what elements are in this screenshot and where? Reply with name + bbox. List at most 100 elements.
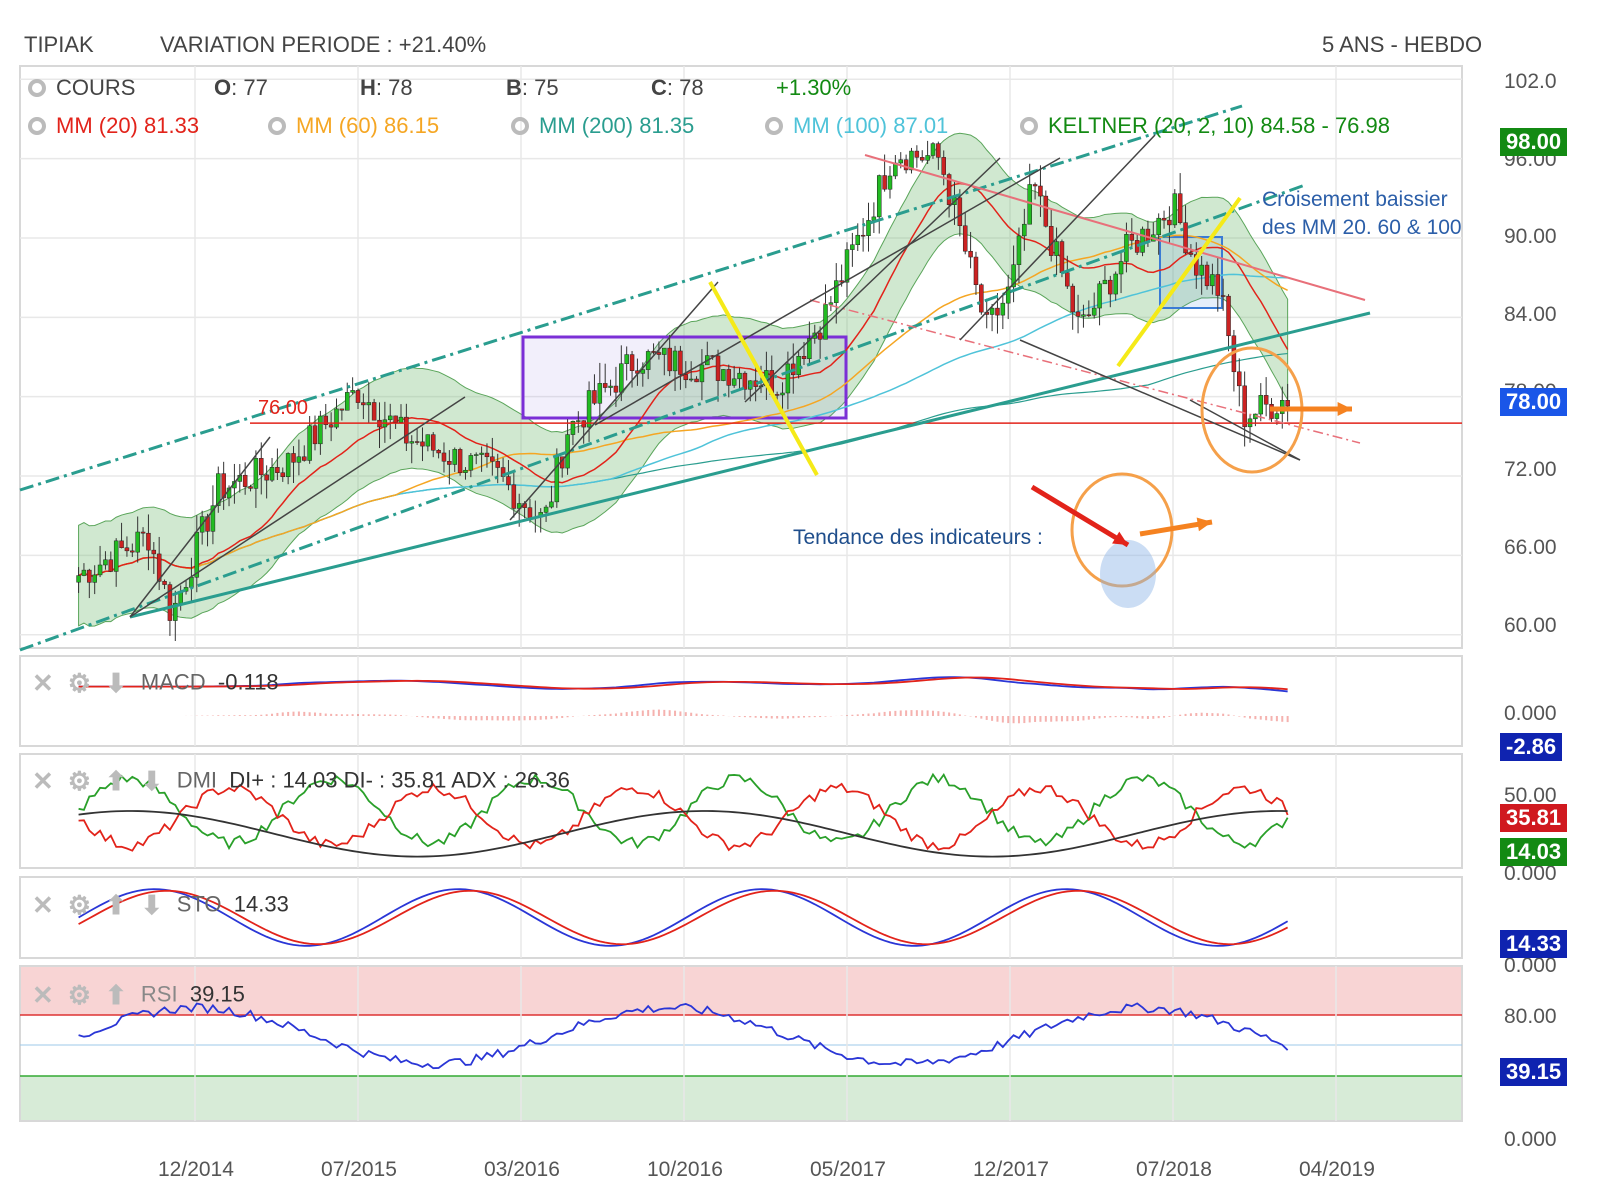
candle (307, 425, 312, 461)
macd-histogram (1163, 716, 1166, 718)
macd-signal-line (78, 676, 1288, 691)
candle (570, 420, 576, 435)
candle (1081, 314, 1086, 317)
candle (1091, 307, 1097, 316)
candle (619, 363, 624, 393)
mm60-legend[interactable]: MM (60) 86.15 (268, 113, 439, 139)
candle (1043, 195, 1049, 227)
macd-histogram (421, 716, 424, 718)
gear-icon[interactable] (28, 117, 46, 135)
macd-histogram (604, 714, 607, 716)
macd-histogram (523, 716, 526, 721)
close-icon[interactable]: ✕ (32, 766, 54, 796)
macd-histogram (738, 716, 741, 717)
macd-panel (19, 655, 1463, 747)
arrow-down-icon[interactable]: ⬇ (140, 890, 163, 920)
candle (97, 564, 103, 576)
candle (355, 390, 361, 403)
candle (866, 220, 871, 237)
candle (1113, 273, 1118, 295)
macd-histogram (614, 713, 617, 716)
macd-histogram (233, 715, 236, 716)
macd-name: MACD (140, 669, 206, 695)
macd-value: -0.118 (217, 669, 279, 695)
mm20-legend[interactable]: MM (20) 81.33 (28, 113, 199, 139)
candle (1210, 274, 1215, 287)
rsi-value: 39.15 (189, 981, 245, 1007)
macd-histogram (717, 715, 720, 716)
close-icon[interactable]: ✕ (32, 890, 54, 920)
x-tick: 05/2017 (810, 1158, 886, 1181)
macd-histogram (674, 710, 677, 716)
candle (834, 280, 839, 303)
macd-histogram (593, 715, 596, 716)
macd-histogram (528, 716, 531, 721)
gear-icon[interactable] (765, 117, 783, 135)
arrow-down-icon[interactable]: ⬇ (105, 668, 127, 698)
macd-histogram (819, 716, 822, 718)
candle (490, 456, 495, 462)
mm100-legend[interactable]: MM (100) 87.01 (765, 113, 948, 139)
macd-histogram (1087, 716, 1090, 720)
macd-histogram (475, 716, 478, 721)
sto-badge: 14.33 (1500, 930, 1568, 958)
close-icon[interactable]: ✕ (32, 980, 54, 1010)
macd-histogram (781, 716, 784, 719)
candle (194, 531, 200, 578)
gear-icon[interactable]: ⚙ (67, 668, 92, 698)
candle (914, 150, 920, 158)
period-selector[interactable]: 5 ANS - HEBDO (1322, 32, 1483, 57)
macd-histogram (921, 710, 924, 716)
sto-tick: 0.000 (1504, 954, 1557, 977)
macd-histogram (910, 710, 913, 716)
gear-icon[interactable] (511, 117, 529, 135)
candle (1124, 234, 1129, 262)
ticker-label: TIPIAK (24, 32, 94, 57)
macd-histogram (1114, 716, 1117, 718)
keltner-legend[interactable]: KELTNER (20, 2, 10) 84.58 - 76.98 (1020, 113, 1390, 139)
candle (1167, 219, 1172, 226)
macd-histogram (1136, 716, 1139, 719)
gear-icon[interactable]: ⚙ (67, 980, 92, 1010)
low-value: B: 75 (506, 75, 559, 100)
macd-tick: 0.000 (1504, 702, 1557, 725)
candle (527, 507, 533, 519)
candle (726, 369, 732, 386)
gear-icon[interactable]: ⚙ (67, 766, 92, 796)
mm200-legend[interactable]: MM (200) 81.35 (511, 113, 694, 139)
arrow-up-icon[interactable]: ⬆ (105, 980, 127, 1010)
gear-icon[interactable] (1020, 117, 1038, 135)
close-icon[interactable]: ✕ (32, 668, 54, 698)
candle (506, 476, 511, 486)
arrow-up-icon[interactable]: ⬆ (105, 766, 127, 796)
trend-line (129, 436, 271, 618)
candle (371, 402, 377, 421)
candle (962, 225, 968, 252)
arrow-up-icon[interactable]: ⬆ (105, 890, 127, 920)
adx-line (78, 810, 1288, 858)
candle (694, 378, 699, 383)
macd-histogram (244, 715, 247, 716)
cours-legend[interactable]: COURS (28, 75, 135, 101)
candle (608, 385, 613, 388)
macd-histogram (1012, 716, 1015, 724)
gear-icon[interactable] (28, 79, 46, 97)
macd-histogram (808, 716, 811, 718)
candle (1274, 413, 1280, 419)
candle (801, 356, 807, 359)
macd-histogram (1120, 716, 1123, 718)
macd-histogram (754, 716, 757, 718)
candle (414, 441, 420, 443)
support-label: 76.00 (258, 397, 309, 419)
candle (108, 559, 114, 572)
gear-icon[interactable] (268, 117, 286, 135)
orange-arrow-head (1196, 517, 1212, 532)
gear-icon[interactable]: ⚙ (67, 890, 92, 920)
candle (699, 364, 705, 383)
macd-histogram (883, 711, 886, 716)
candle (113, 540, 119, 572)
candle (721, 369, 726, 381)
arrow-down-icon[interactable]: ⬇ (140, 766, 163, 796)
macd-histogram (308, 712, 311, 716)
